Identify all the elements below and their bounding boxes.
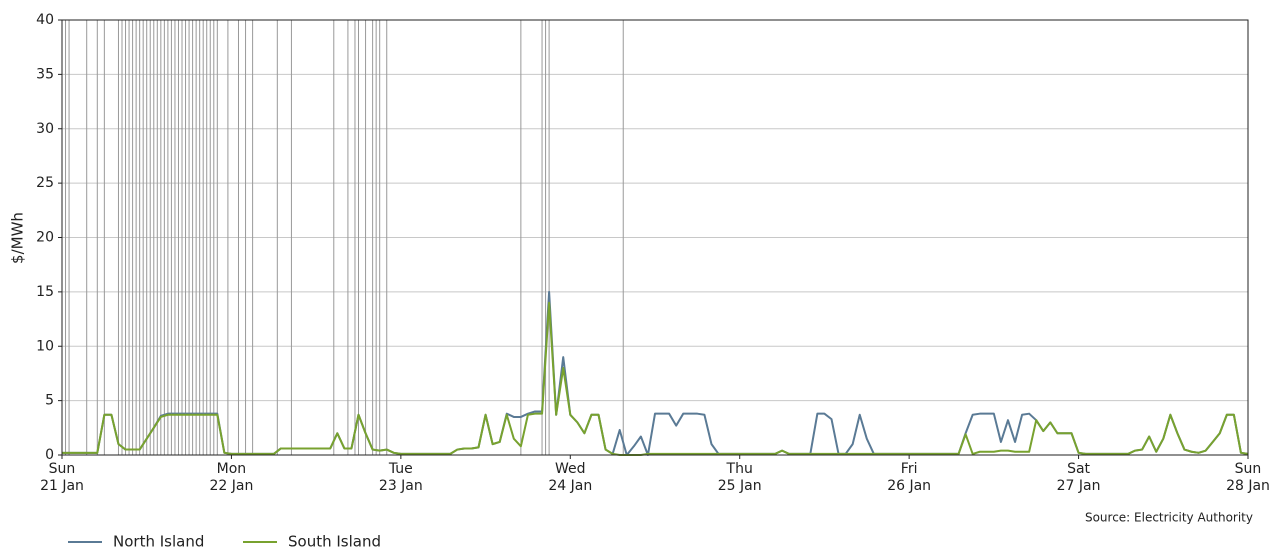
series-line — [62, 290, 1249, 456]
y-tick-label: 25 — [36, 175, 54, 191]
y-tick-label: 10 — [36, 338, 54, 354]
x-tick-label: Tue 23 Jan — [378, 461, 423, 494]
y-axis-label: $/MWh — [9, 212, 27, 264]
x-tick-label: Mon 22 Jan — [209, 461, 254, 494]
series-line — [62, 301, 1249, 456]
legend-label: North Island — [113, 533, 204, 550]
x-tick-label: Wed 24 Jan — [548, 461, 593, 494]
x-tick-label: Sun 28 Jan — [1226, 461, 1270, 494]
x-tick-label: Sat 27 Jan — [1056, 461, 1101, 494]
y-tick-label: 5 — [45, 393, 54, 409]
y-tick-label: 20 — [36, 230, 54, 246]
x-tick-label: Thu 25 Jan — [717, 461, 762, 494]
y-tick-label: 0 — [45, 447, 54, 463]
plot-frame — [61, 19, 1249, 456]
y-tick-label: 30 — [36, 121, 54, 137]
y-tick-label: 40 — [36, 12, 54, 28]
legend-label: South Island — [288, 533, 381, 550]
y-tick-label: 15 — [36, 284, 54, 300]
x-tick-label: Fri 26 Jan — [887, 461, 932, 494]
source-note: Source: Electricity Authority — [1085, 511, 1253, 525]
x-tick-label: Sun 21 Jan — [40, 461, 84, 494]
y-tick-label: 35 — [36, 66, 54, 82]
